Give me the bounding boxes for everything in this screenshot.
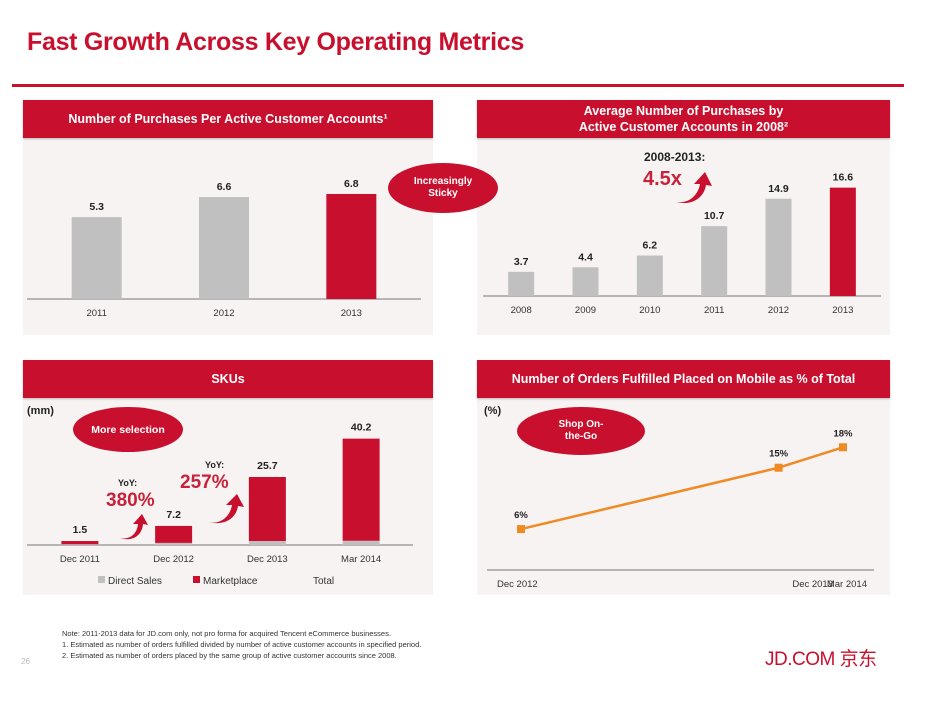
series-line [520,446,844,531]
panel-purchases-per-account: Number of Purchases Per Active Customer … [23,100,433,335]
growth-period-label: 2008-2013: [644,150,706,164]
x-tick-label: 2011 [86,308,106,319]
title-divider [12,84,904,87]
data-label: 5.3 [89,201,104,213]
x-tick-label: Dec 2011 [60,554,100,565]
chart-skus: 1.5 Dec 2011 7.2 Dec 2012 25.7 Dec 2013 40.2 Ma… [27,422,413,587]
data-point-marker [517,525,525,534]
bar-2012 [199,197,249,299]
footnote-2: 2. Estimated as number of orders placed … [62,651,397,660]
data-label: 4.4 [578,251,593,263]
x-tick-label: Mar 2014 [827,579,867,590]
data-label: 3.7 [514,256,529,268]
x-tick-label: Dec 2013 [247,554,288,565]
callout-text-line1: Shop On- [558,419,604,430]
x-tick-label: 2013 [832,305,853,316]
yoy2-label: YoY: [205,460,225,470]
bar-2008 [508,271,535,296]
bar-2013 [326,193,377,299]
callout-increasingly-sticky: Increasingly Sticky [388,163,498,213]
skus-unit-label: (mm) [27,405,54,417]
x-tick-label: 2013 [341,308,362,319]
panel-avg-purchases-2008-cohort: Average Number of Purchases by Active Cu… [477,100,890,335]
callout-text: More selection [91,423,165,436]
legend-label: Marketplace [203,576,258,587]
data-label: 14.9 [768,183,789,195]
bar-marketplace-Mar-2014 [342,438,380,541]
mobile-unit-label: (%) [484,405,502,417]
panel-header: Average Number of Purchases by Active Cu… [477,100,890,138]
legend-label: Total [313,576,334,587]
x-tick-label: Dec 2012 [497,579,538,590]
bar-marketplace-Dec-2012 [155,525,193,543]
x-tick-label: Mar 2014 [341,554,381,565]
data-label: 15% [769,449,789,460]
legend-swatch-direct-sales [98,576,105,583]
legend-swatch-marketplace [193,576,200,583]
legend-label: Direct Sales [108,576,162,587]
total-label: 25.7 [257,460,278,472]
page-number: 26 [21,657,30,666]
panel-header-line1: Average Number of Purchases by [583,104,784,118]
data-point-marker [774,463,783,472]
footnote-note: Note: 2011-2013 data for JD.com only, no… [62,629,391,638]
bar-direct-sales-Dec-2012 [155,542,193,545]
total-label: 1.5 [73,524,88,536]
panel-header: Number of Purchases Per Active Customer … [23,100,433,138]
total-label: 7.2 [166,509,181,521]
bar-marketplace-Dec-2013 [248,477,286,542]
curved-up-arrow-icon [676,172,712,204]
growth-multiple-label: 4.5x [643,168,682,190]
panel-mobile-orders: Number of Orders Fulfilled Placed on Mob… [477,360,890,595]
data-point-marker [839,443,847,452]
bar-marketplace-Dec-2011 [61,541,99,545]
x-tick-label: 2008 [511,305,532,316]
callout-text: Increasingly Sticky [413,176,473,199]
panel-header: Number of Orders Fulfilled Placed on Mob… [477,360,890,398]
curved-up-arrow-icon [208,494,244,524]
data-label: 6% [514,510,528,521]
jd-logo: JD.COM 京东 [765,649,877,670]
curved-up-arrow-icon [120,514,148,540]
yoy1-value: 380% [106,490,155,511]
bar-2011 [71,217,122,299]
bar-2012 [765,198,792,296]
x-tick-label: Dec 2012 [153,554,194,565]
bar-2011 [701,226,728,296]
chart-purchases-per-account: 5.3 2011 6.6 2012 6.8 2013 [27,178,421,319]
callout-shop-on-the-go: Shop On- the-Go [517,407,645,455]
callout-more-selection: More selection [73,407,183,452]
chart-avg-purchases: 3.7 2008 4.4 2009 6.2 2010 10.7 2011 14.9 2012 16.… [483,172,881,316]
x-tick-label: 2011 [704,305,724,316]
bar-2013 [829,187,856,296]
data-label: 6.8 [344,178,359,190]
x-tick-label: 2012 [213,308,234,319]
yoy1-label: YoY: [118,478,138,488]
x-tick-label: Dec 2013 [792,579,833,590]
data-label: 16.6 [833,172,854,184]
bar-2009 [572,267,599,296]
data-label: 18% [833,428,853,439]
callout-text-line2: the-Go [564,431,598,442]
data-label: 6.6 [217,181,232,193]
total-label: 40.2 [351,422,372,434]
bar-direct-sales-Mar-2014 [342,540,380,545]
data-label: 6.2 [643,240,658,252]
bar-direct-sales-Dec-2013 [248,541,286,545]
x-tick-label: 2012 [768,305,789,316]
x-tick-label: 2010 [639,305,660,316]
panel-header: SKUs [23,360,433,398]
bar-2010 [636,255,663,296]
bar-direct-sales-Dec-2011 [61,544,99,545]
footnote-1: 1. Estimated as number of orders fulfill… [62,640,422,649]
x-tick-label: 2009 [575,305,596,316]
panel-header-line2: Active Customer Accounts in 2008² [578,120,789,134]
data-label: 10.7 [704,210,725,222]
slide-title: Fast Growth Across Key Operating Metrics [27,28,524,56]
yoy2-value: 257% [180,472,229,493]
panel-skus: SKUs 1.5 Dec 2011 7.2 Dec 2012 25.7 Dec 2013 4… [23,360,433,595]
footnotes: Note: 2011-2013 data for JD.com only, no… [62,628,421,661]
